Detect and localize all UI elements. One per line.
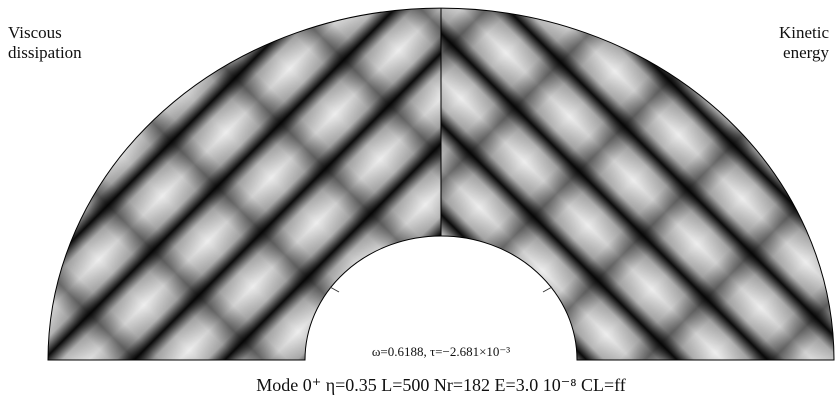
figure: Viscous dissipation Kinetic energy ω=0.6…: [0, 0, 837, 404]
tick: [543, 287, 552, 292]
caption: Mode 0⁺ η=0.35 L=500 Nr=182 E=3.0 10⁻⁸ C…: [256, 375, 626, 395]
tick: [330, 287, 339, 292]
parameter-label: ω=0.6188, τ=−2.681×10⁻³: [372, 344, 510, 359]
page: Viscous dissipation Kinetic energy ω=0.6…: [0, 0, 837, 404]
right-label: Kinetic: [779, 23, 829, 42]
left-label: Viscous: [8, 23, 62, 42]
left-label: dissipation: [8, 43, 82, 62]
right-field: [435, 0, 837, 370]
right-label: energy: [783, 43, 829, 62]
